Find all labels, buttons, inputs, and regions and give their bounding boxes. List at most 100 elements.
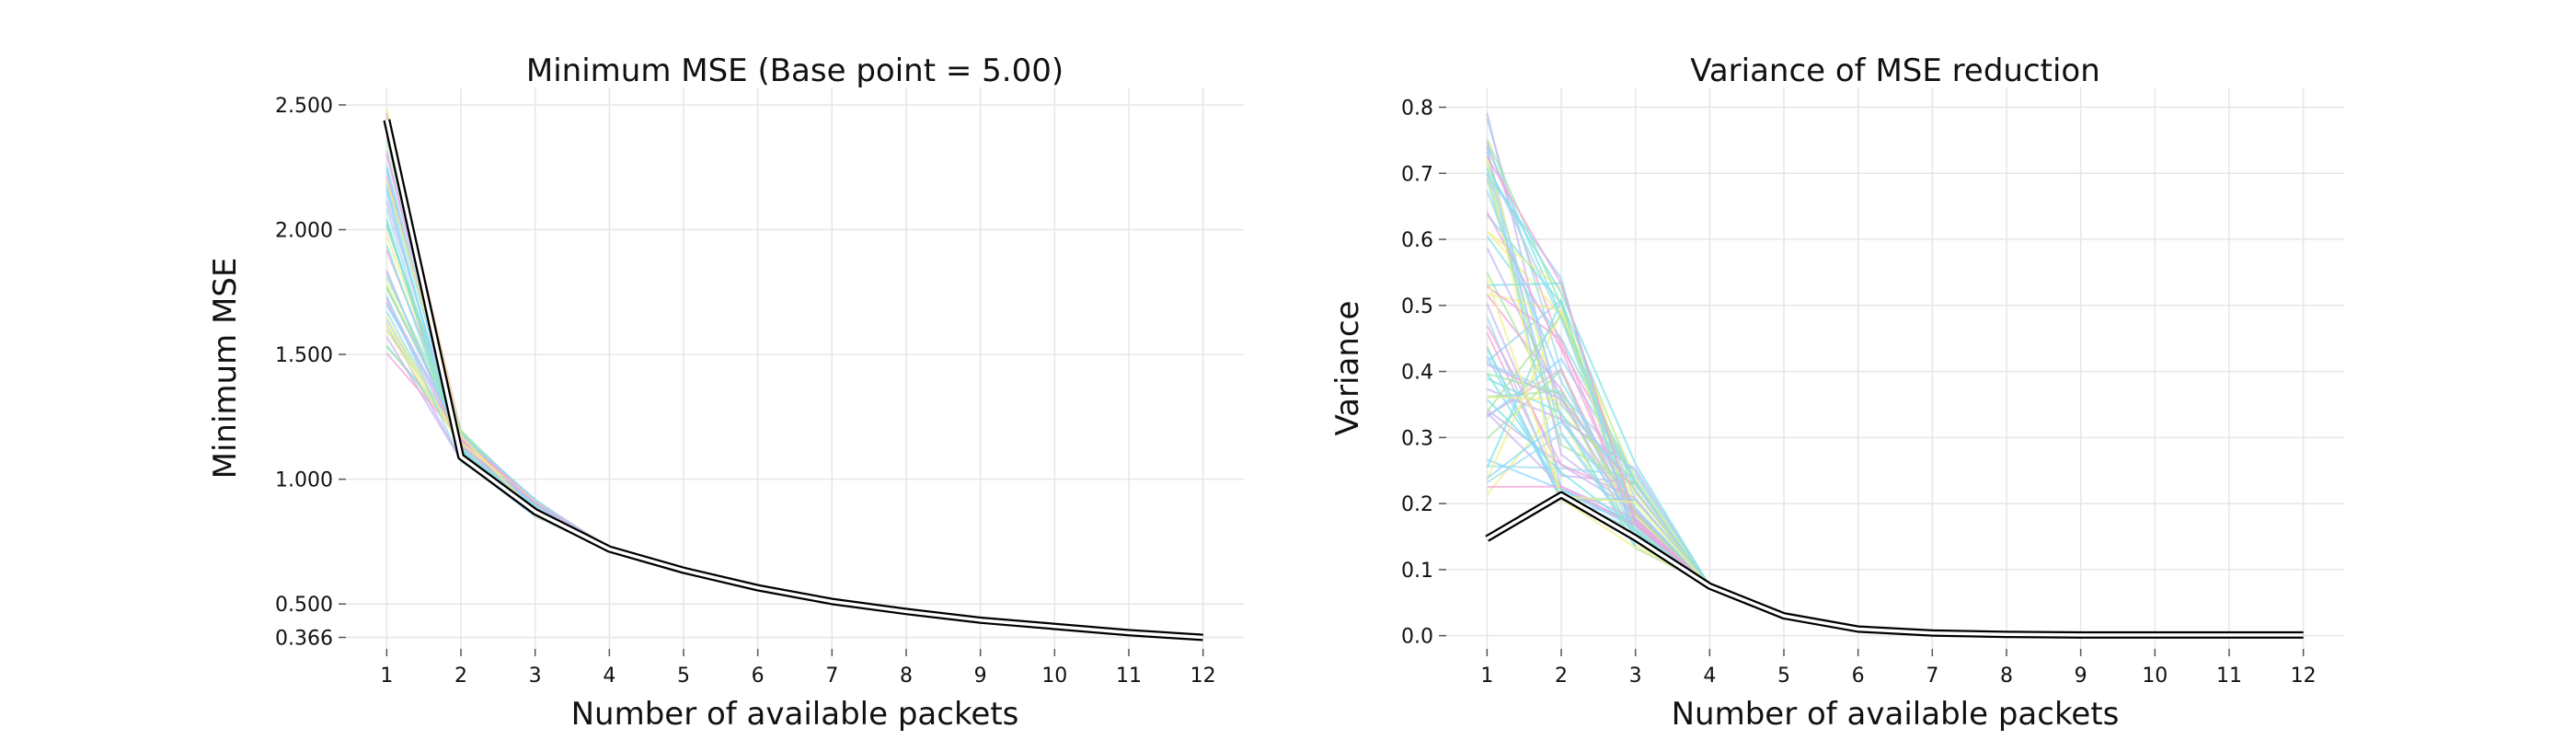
x-tick-label: 5	[1777, 665, 1790, 688]
background-series-line	[1486, 142, 2304, 636]
background-series-line	[385, 200, 1203, 639]
highlight-series-line	[385, 119, 1203, 640]
y-tick-label: 0.7	[1401, 163, 1433, 186]
background-series-line	[385, 270, 1203, 639]
background-series-line	[385, 276, 1203, 639]
y-tick-label: 0.5	[1401, 295, 1433, 318]
background-series-line	[385, 134, 1203, 639]
background-series-line	[385, 234, 1203, 639]
background-series-line	[385, 111, 1203, 639]
y-tick-label: 0.4	[1401, 362, 1433, 385]
x-tick-label: 3	[1629, 665, 1642, 688]
highlight-series-line	[1486, 493, 2304, 637]
x-tick-label: 10	[1041, 665, 1067, 688]
background-series-line	[385, 124, 1203, 639]
x-tick-label: 6	[752, 665, 765, 688]
x-tick-label: 11	[2216, 665, 2242, 688]
background-series-line	[385, 168, 1203, 639]
y-tick-label: 1.500	[275, 344, 333, 367]
background-series-line	[385, 302, 1203, 639]
background-series-line	[385, 245, 1203, 639]
background-series-line	[385, 165, 1203, 639]
background-series-line	[1486, 168, 2304, 636]
background-series-line	[385, 119, 1203, 639]
background-series-line	[385, 109, 1203, 639]
x-axis-label: Number of available packets	[571, 696, 1019, 733]
background-series-line	[1486, 138, 2304, 636]
background-series-line	[385, 132, 1203, 639]
x-tick-label: 2	[1555, 665, 1568, 688]
x-tick-label: 3	[529, 665, 542, 688]
background-series-line	[1486, 178, 2304, 636]
background-series-line	[385, 150, 1203, 639]
y-tick-label: 0.6	[1401, 229, 1433, 252]
background-series-line	[385, 218, 1203, 639]
background-series-line	[385, 114, 1203, 639]
background-series-line	[385, 176, 1203, 639]
background-series-line	[1487, 373, 2304, 636]
x-tick-label: 4	[1703, 665, 1716, 688]
x-tick-label: 9	[2075, 665, 2087, 688]
background-series-line	[385, 131, 1203, 639]
background-series-line	[385, 287, 1203, 639]
x-tick-label: 7	[1926, 665, 1938, 688]
y-axis-label: Minimum MSE	[207, 258, 244, 480]
background-series-line	[1486, 156, 2304, 636]
background-series-line	[385, 272, 1203, 639]
background-series-line	[1486, 230, 2304, 636]
background-series-line	[1486, 112, 2304, 636]
x-tick-label: 8	[2000, 665, 2013, 688]
y-tick-label: 1.000	[275, 469, 333, 492]
chart-title: Minimum MSE (Base point = 5.00)	[526, 52, 1064, 89]
x-tick-label: 11	[1116, 665, 1142, 688]
background-series-line	[385, 179, 1203, 639]
background-series-line	[1486, 145, 2304, 636]
background-series-line	[385, 186, 1203, 639]
background-series-line	[1486, 298, 2304, 636]
x-tick-label: 12	[2291, 665, 2317, 688]
background-series-line	[385, 287, 1203, 639]
background-series-line	[385, 298, 1203, 639]
background-series-line	[385, 119, 1203, 639]
background-series-line	[385, 127, 1203, 639]
x-tick-label: 5	[677, 665, 690, 688]
background-series-line	[1486, 157, 2304, 636]
x-tick-label: 2	[454, 665, 467, 688]
background-series-line	[1486, 162, 2304, 636]
background-series-line	[385, 112, 1203, 639]
y-tick-label: 0.1	[1401, 560, 1433, 583]
background-series-line	[385, 191, 1203, 639]
background-series-line	[385, 121, 1203, 639]
x-tick-label: 4	[603, 665, 615, 688]
background-series-line	[385, 117, 1203, 639]
x-tick-label: 12	[1190, 665, 1216, 688]
y-axis-label: Variance	[1329, 301, 1366, 436]
background-series-line	[1486, 190, 2304, 636]
background-series-line	[385, 221, 1203, 639]
x-tick-label: 1	[1480, 665, 1493, 688]
background-series-line	[385, 169, 1203, 639]
background-series-line	[1486, 167, 2304, 636]
background-series-line	[385, 128, 1203, 639]
background-series-line	[385, 179, 1203, 639]
background-series-line	[385, 155, 1203, 639]
background-series-line	[385, 139, 1203, 639]
panel-variance: 0.00.10.20.30.40.50.60.70.81 2 3 4 5 6 7 8 9 10 11…	[1329, 52, 2344, 733]
x-tick-label: 6	[1852, 665, 1865, 688]
highlight-series-outline	[383, 119, 1203, 642]
x-tick-label: 10	[2142, 665, 2168, 688]
background-series-line	[1486, 368, 2304, 636]
background-series-line	[385, 285, 1203, 639]
background-series-line	[385, 283, 1203, 639]
y-tick-label: 2.500	[275, 95, 333, 118]
highlight-series-outline	[1485, 491, 2304, 639]
chart-title: Variance of MSE reduction	[1690, 52, 2100, 89]
y-tick-label: 2.000	[275, 220, 333, 243]
x-axis-label: Number of available packets	[1672, 696, 2120, 733]
background-series-line	[385, 223, 1203, 639]
background-series-line	[385, 181, 1203, 639]
background-series-line	[1486, 146, 2304, 636]
